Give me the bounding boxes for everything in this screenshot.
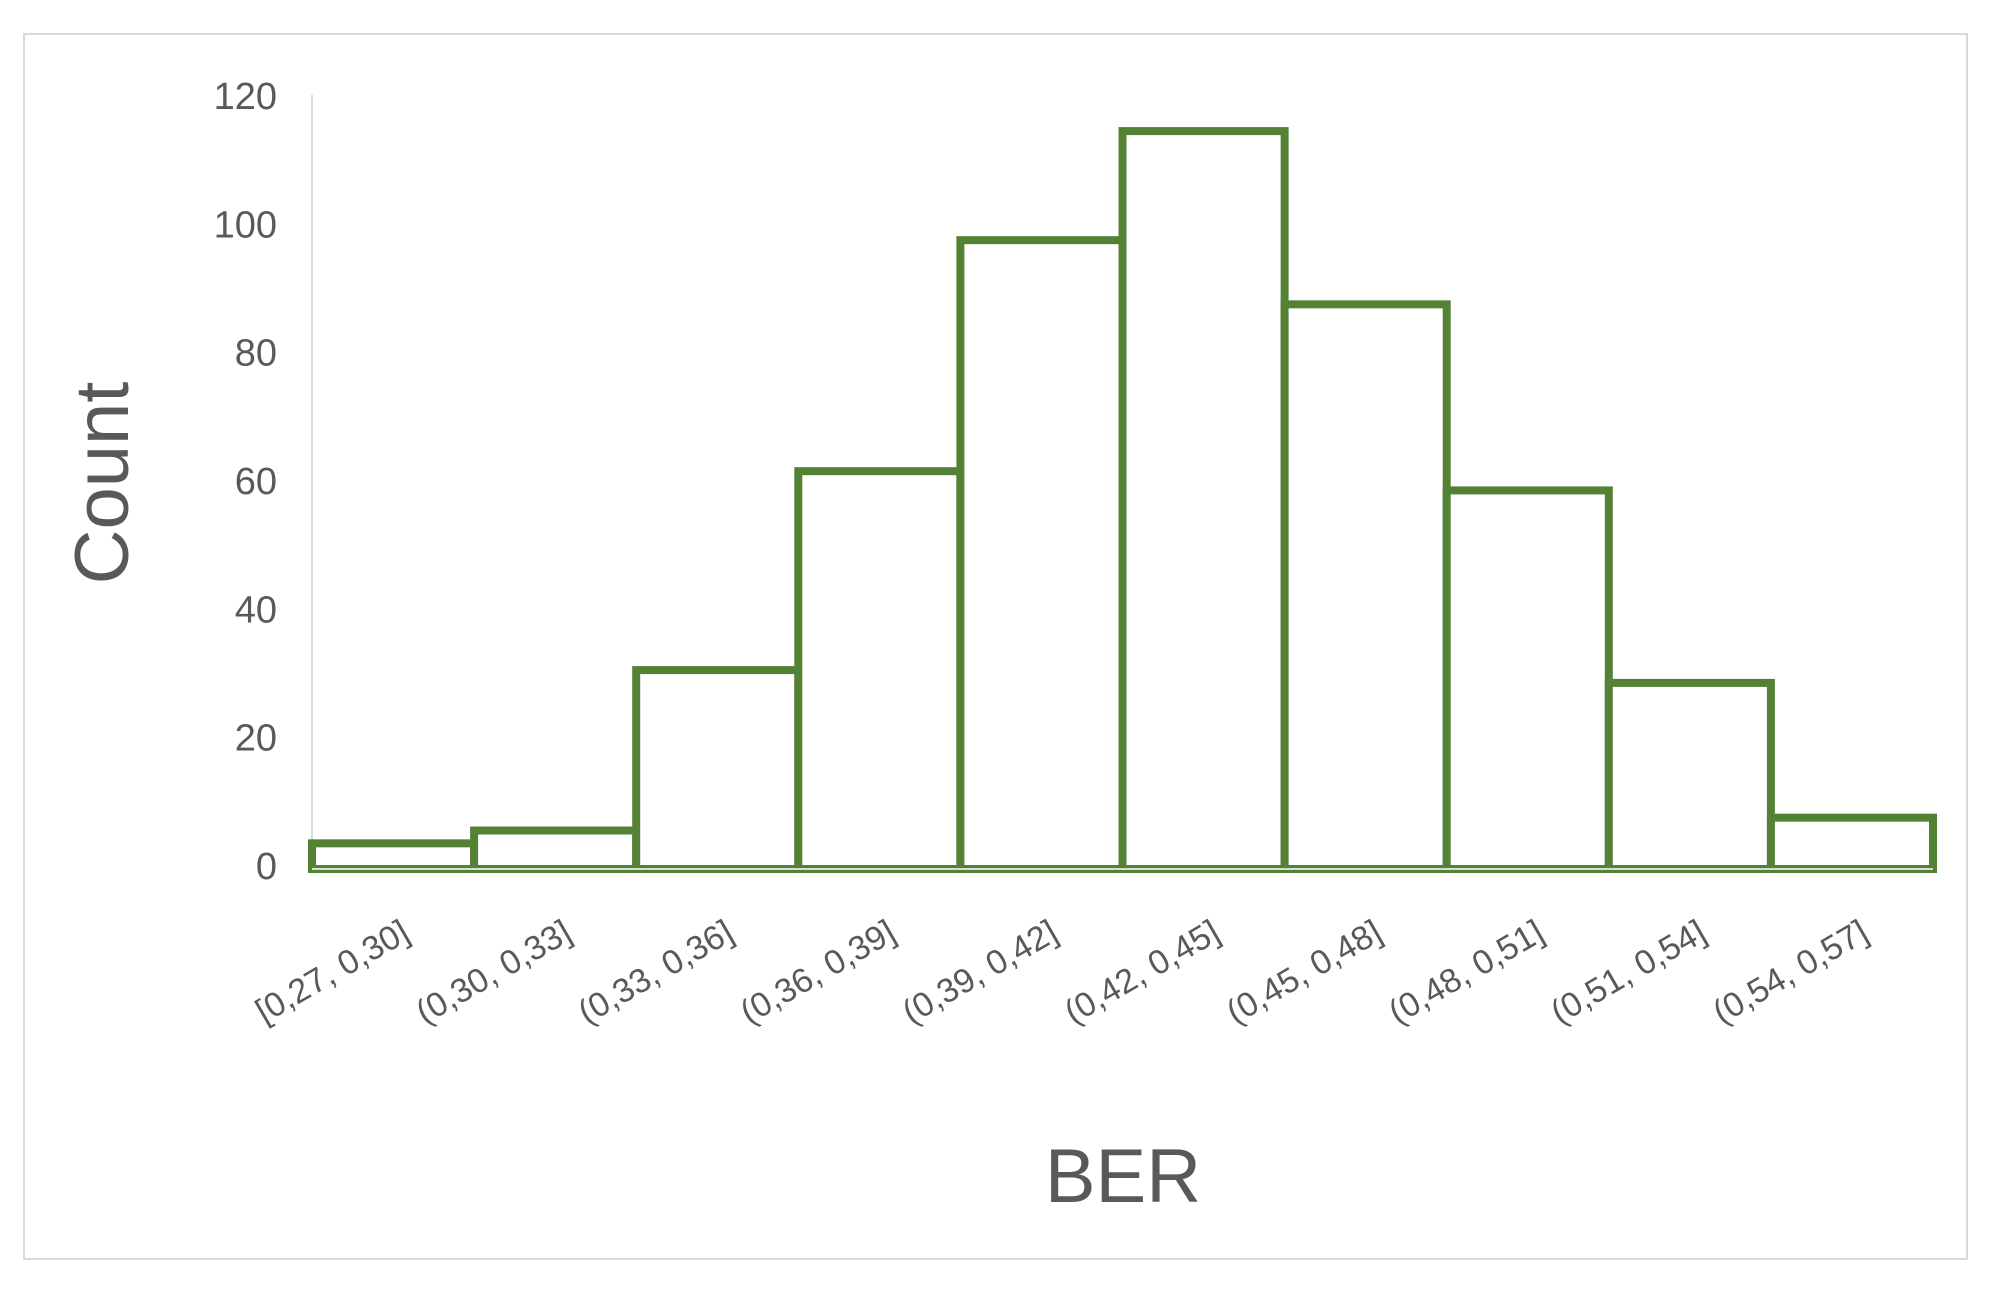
x-axis-title: BER [1045,1134,1201,1219]
y-tick-label: 60 [235,461,277,503]
bar [1442,486,1613,873]
bar [308,839,479,873]
bar [632,666,803,873]
y-axis-title: Count [60,382,145,585]
y-tick-label: 120 [214,76,277,118]
bar [1604,678,1775,874]
bar [1766,813,1938,874]
y-tick-label: 100 [214,204,277,246]
bar [470,826,641,873]
y-tick-label: 20 [235,718,277,760]
y-tick-label: 0 [256,846,277,888]
y-tick-label: 40 [235,589,277,631]
bar [956,236,1127,873]
bar [1118,127,1289,874]
bar [794,467,965,873]
y-tick-label: 80 [235,333,277,375]
bar [1280,300,1451,874]
